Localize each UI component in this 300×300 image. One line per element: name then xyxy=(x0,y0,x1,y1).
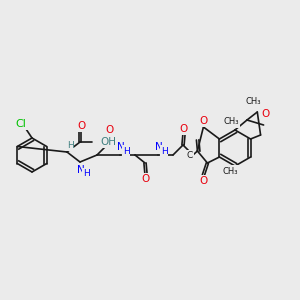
Text: O: O xyxy=(142,174,150,184)
Text: O: O xyxy=(180,124,188,134)
Text: N: N xyxy=(77,165,85,175)
Text: O: O xyxy=(261,109,269,119)
Text: H: H xyxy=(123,146,129,155)
Text: CH₃: CH₃ xyxy=(222,167,238,176)
Text: O: O xyxy=(199,116,208,126)
Text: O: O xyxy=(77,121,85,131)
Text: N: N xyxy=(155,142,163,152)
Text: O: O xyxy=(106,125,114,135)
Text: N: N xyxy=(117,142,125,152)
Text: Cl: Cl xyxy=(16,119,26,129)
Text: CH₃: CH₃ xyxy=(245,98,261,106)
Text: OH: OH xyxy=(100,137,116,147)
Text: C: C xyxy=(186,152,193,160)
Text: H: H xyxy=(82,169,89,178)
Text: H: H xyxy=(67,140,73,149)
Text: O: O xyxy=(199,176,208,186)
Text: CH₃: CH₃ xyxy=(223,118,239,127)
Text: H: H xyxy=(160,146,167,155)
